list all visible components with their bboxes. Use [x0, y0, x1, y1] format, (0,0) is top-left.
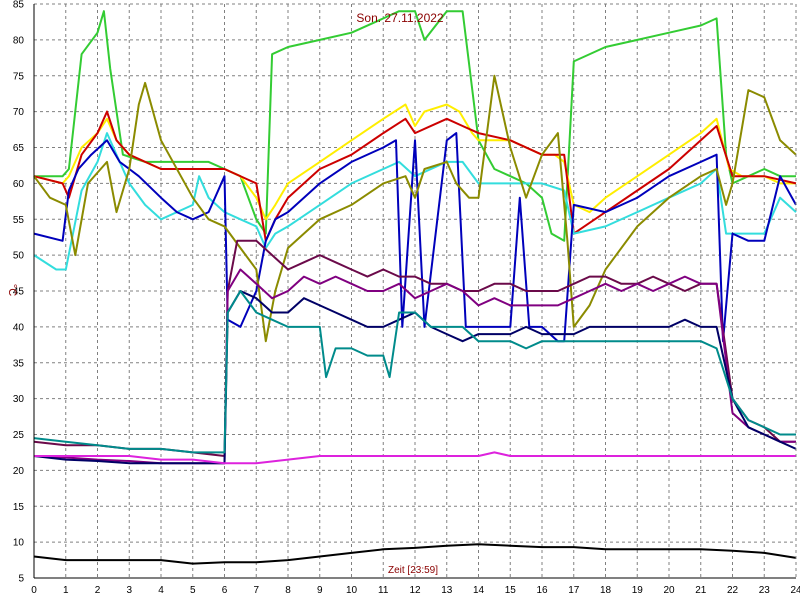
- y-tick-label-7: 40: [13, 322, 25, 333]
- series-line-3: [33, 132, 797, 271]
- x-tick-label-7: 7: [253, 585, 259, 596]
- y-axis-label: °C: [6, 284, 18, 296]
- series-line-10: [34, 451, 796, 465]
- series-line-7: [33, 268, 796, 465]
- chart-title: Son. 27.11.2022: [356, 11, 444, 25]
- x-tick-label-5: 5: [190, 585, 196, 596]
- x-tick-label-1: 1: [63, 585, 69, 596]
- y-tick-label-14: 75: [13, 71, 25, 82]
- x-tick-label-15: 15: [505, 585, 517, 596]
- x-tick-label-24: 24: [790, 585, 800, 596]
- x-tick-label-22: 22: [727, 585, 739, 596]
- x-tick-label-6: 6: [222, 585, 228, 596]
- x-tick-label-17: 17: [568, 585, 580, 596]
- x-axis-label: Zeit [23:59]: [388, 565, 438, 576]
- x-tick-label-19: 19: [632, 585, 644, 596]
- x-tick-label-2: 2: [95, 585, 101, 596]
- series-line-0: [34, 10, 796, 242]
- y-tick-label-11: 60: [13, 179, 25, 190]
- y-tick-label-3: 20: [13, 466, 25, 477]
- x-tick-label-3: 3: [126, 585, 132, 596]
- x-tick-label-0: 0: [31, 585, 37, 596]
- x-tick-label-13: 13: [441, 585, 453, 596]
- x-tick-label-20: 20: [663, 585, 675, 596]
- y-tick-label-5: 30: [13, 394, 25, 405]
- series-line-5: [33, 74, 797, 343]
- series-line-2: [33, 110, 797, 242]
- series-line-4: [33, 132, 797, 343]
- y-tick-label-4: 25: [13, 430, 25, 441]
- tick-labels: 0 1 2 3 4 5 6 7 8 9 10 11 12 13 14 15 16 17 18 19 20 21 22 23 24…: [13, 0, 800, 596]
- y-tick-label-13: 70: [13, 107, 25, 118]
- x-tick-label-14: 14: [473, 585, 485, 596]
- x-tick-label-12: 12: [409, 585, 421, 596]
- y-tick-label-6: 35: [13, 358, 25, 369]
- y-tick-label-15: 80: [13, 35, 25, 46]
- y-tick-label-1: 10: [13, 538, 25, 549]
- y-tick-label-16: 85: [13, 0, 25, 11]
- y-tick-label-9: 50: [13, 251, 25, 262]
- x-tick-label-8: 8: [285, 585, 291, 596]
- y-tick-label-2: 15: [13, 502, 25, 513]
- x-tick-label-21: 21: [695, 585, 707, 596]
- x-tick-label-10: 10: [346, 585, 358, 596]
- y-tick-label-8: 45: [13, 287, 25, 298]
- y-tick-label-12: 65: [13, 143, 25, 154]
- series-line-9: [33, 290, 796, 454]
- series-line-11: [33, 543, 797, 565]
- x-tick-label-16: 16: [536, 585, 548, 596]
- y-tick-label-10: 55: [13, 215, 25, 226]
- x-tick-label-23: 23: [759, 585, 771, 596]
- x-tick-label-11: 11: [378, 585, 389, 596]
- x-tick-label-18: 18: [600, 585, 612, 596]
- y-tick-label-0: 5: [18, 574, 24, 585]
- axes: [33, 4, 797, 579]
- x-tick-label-4: 4: [158, 585, 164, 596]
- x-tick-label-9: 9: [317, 585, 323, 596]
- series-layer: [33, 10, 797, 565]
